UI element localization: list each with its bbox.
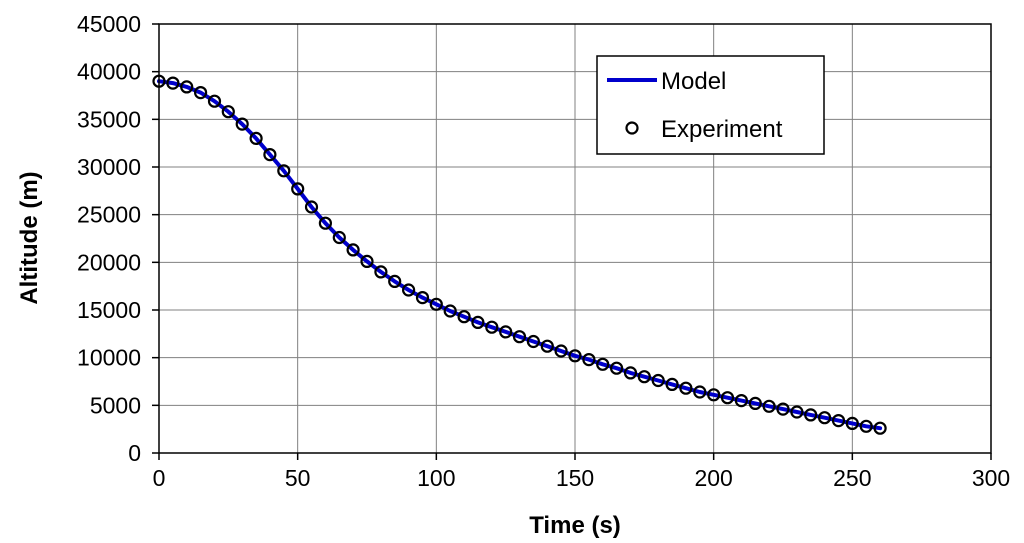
experiment-point — [194, 85, 208, 100]
experiment-point — [277, 164, 291, 178]
legend-experiment-swatch — [625, 121, 639, 135]
experiment-point — [235, 117, 249, 131]
experiment-point — [291, 182, 305, 196]
experiment-point — [637, 370, 651, 384]
experiment-point — [360, 254, 374, 268]
experiment-point — [388, 274, 402, 288]
experiment-point — [651, 373, 665, 388]
experiment-point — [166, 76, 180, 90]
y-tick-label: 35000 — [77, 106, 141, 132]
experiment-point — [776, 402, 790, 416]
experiment-point — [443, 304, 457, 318]
y-tick-label: 0 — [128, 440, 141, 466]
experiment-point — [540, 339, 554, 353]
y-tick-label: 40000 — [77, 59, 141, 85]
y-tick-label: 15000 — [77, 297, 141, 323]
experiment-point — [693, 385, 707, 399]
x-tick-label: 200 — [694, 465, 732, 491]
experiment-point — [499, 325, 513, 339]
experiment-point — [374, 265, 388, 279]
experiment-point — [485, 320, 499, 334]
legend-experiment-label: Experiment — [661, 116, 783, 143]
experiment-point — [873, 421, 887, 435]
experiment-point — [845, 416, 859, 430]
experiment-point — [180, 80, 194, 94]
experiment-point — [762, 399, 776, 413]
experiment-series — [152, 74, 887, 435]
experiment-point — [402, 283, 416, 297]
y-axis-title: Altitude (m) — [16, 171, 43, 304]
experiment-point — [665, 377, 679, 391]
y-tick-label: 5000 — [90, 392, 141, 418]
experiment-point — [554, 344, 568, 358]
y-axis-ticks: 0 5000 10000 15000 20000 25000 30000 35000 40000… — [77, 11, 159, 466]
x-tick-label: 100 — [417, 465, 455, 491]
experiment-point — [221, 105, 235, 119]
x-tick-label: 50 — [285, 465, 311, 491]
experiment-point — [790, 405, 804, 419]
experiment-point — [582, 353, 596, 367]
experiment-point — [623, 366, 638, 380]
experiment-point — [568, 349, 582, 363]
experiment-point — [457, 310, 471, 324]
y-tick-label: 30000 — [77, 154, 141, 180]
experiment-point — [512, 330, 527, 344]
y-tick-label: 45000 — [77, 11, 141, 37]
experiment-point — [831, 414, 846, 428]
experiment-point — [804, 408, 818, 422]
experiment-point — [859, 419, 873, 433]
x-tick-label: 300 — [972, 465, 1010, 491]
experiment-point — [526, 334, 541, 349]
x-tick-label: 150 — [556, 465, 594, 491]
experiment-point — [596, 357, 610, 371]
experiment-point — [734, 394, 749, 408]
experiment-point — [679, 381, 693, 395]
experiment-point — [346, 243, 360, 257]
experiment-point — [304, 200, 319, 214]
experiment-point — [249, 131, 263, 145]
experiment-point — [471, 315, 485, 329]
y-tick-label: 20000 — [77, 249, 141, 275]
legend-box — [596, 55, 825, 155]
experiment-point — [318, 216, 332, 230]
legend: Model Experiment — [596, 55, 825, 155]
experiment-point — [332, 230, 346, 245]
experiment-point — [429, 297, 443, 311]
experiment-point — [609, 361, 624, 375]
x-axis-title: Time (s) — [529, 512, 621, 539]
x-tick-label: 250 — [833, 465, 871, 491]
experiment-point — [207, 94, 222, 108]
y-tick-label: 25000 — [77, 202, 141, 228]
experiment-point — [748, 396, 762, 410]
y-tick-label: 10000 — [77, 345, 141, 371]
experiment-point — [720, 391, 735, 405]
experiment-point — [415, 291, 430, 305]
experiment-point — [817, 411, 832, 425]
x-tick-label: 0 — [153, 465, 166, 491]
experiment-point — [263, 148, 277, 162]
legend-model-label: Model — [661, 68, 726, 95]
experiment-point — [707, 388, 721, 402]
x-axis-ticks: 0 50 100 150 200 250 300 — [153, 453, 1010, 491]
